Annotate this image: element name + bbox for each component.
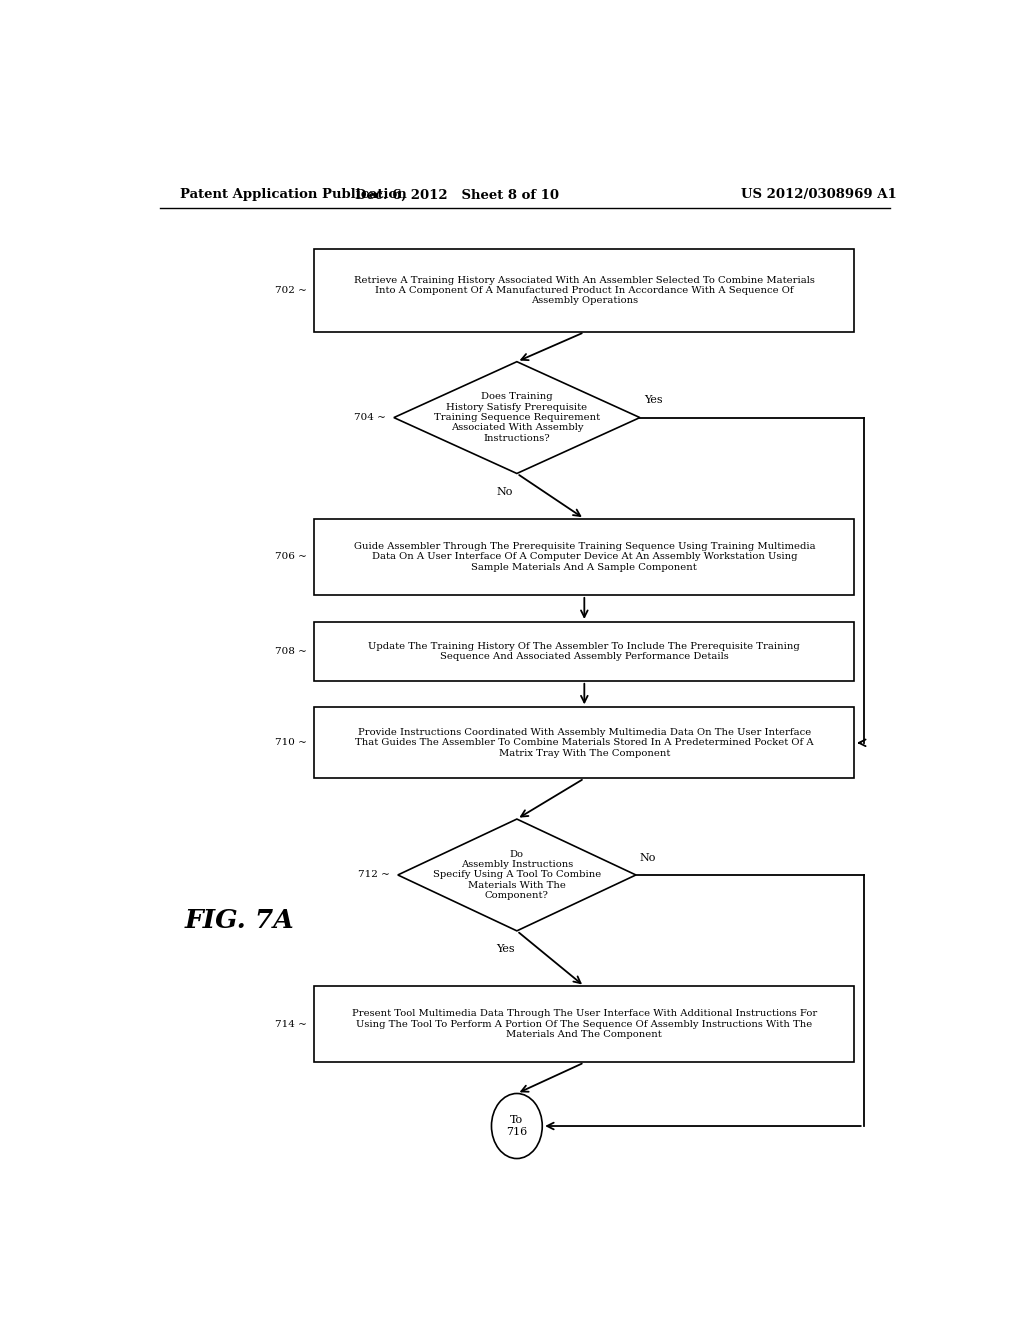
FancyBboxPatch shape [314, 708, 854, 779]
Text: 712 ~: 712 ~ [358, 870, 390, 879]
Text: 702 ~: 702 ~ [274, 286, 306, 296]
Text: Does Training
History Satisfy Prerequisite
Training Sequence Requirement
Associa: Does Training History Satisfy Prerequisi… [434, 392, 600, 444]
Text: US 2012/0308969 A1: US 2012/0308969 A1 [740, 189, 896, 202]
Text: 708 ~: 708 ~ [274, 647, 306, 656]
Circle shape [492, 1093, 543, 1159]
Text: Provide Instructions Coordinated With Assembly Multimedia Data On The User Inter: Provide Instructions Coordinated With As… [355, 727, 814, 758]
Text: Yes: Yes [496, 944, 514, 954]
Text: Update The Training History Of The Assembler To Include The Prerequisite Trainin: Update The Training History Of The Assem… [369, 642, 800, 661]
Text: Do
Assembly Instructions
Specify Using A Tool To Combine
Materials With The
Comp: Do Assembly Instructions Specify Using A… [433, 850, 601, 900]
FancyBboxPatch shape [314, 986, 854, 1063]
Text: Yes: Yes [644, 396, 663, 405]
Text: FIG. 7A: FIG. 7A [184, 908, 294, 933]
Text: 714 ~: 714 ~ [274, 1020, 306, 1028]
FancyBboxPatch shape [314, 249, 854, 333]
Polygon shape [394, 362, 640, 474]
Text: No: No [497, 487, 513, 496]
Text: Guide Assembler Through The Prerequisite Training Sequence Using Training Multim: Guide Assembler Through The Prerequisite… [353, 543, 815, 572]
Text: No: No [640, 853, 656, 863]
Text: To
716: To 716 [506, 1115, 527, 1137]
Text: Patent Application Publication: Patent Application Publication [179, 189, 407, 202]
Text: 704 ~: 704 ~ [354, 413, 386, 422]
Text: Present Tool Multimedia Data Through The User Interface With Additional Instruct: Present Tool Multimedia Data Through The… [351, 1010, 817, 1039]
Text: 706 ~: 706 ~ [274, 552, 306, 561]
FancyBboxPatch shape [314, 519, 854, 595]
Text: Dec. 6, 2012   Sheet 8 of 10: Dec. 6, 2012 Sheet 8 of 10 [355, 189, 559, 202]
Polygon shape [397, 818, 636, 931]
FancyBboxPatch shape [314, 622, 854, 681]
Text: Retrieve A Training History Associated With An Assembler Selected To Combine Mat: Retrieve A Training History Associated W… [354, 276, 815, 305]
Text: 710 ~: 710 ~ [274, 738, 306, 747]
